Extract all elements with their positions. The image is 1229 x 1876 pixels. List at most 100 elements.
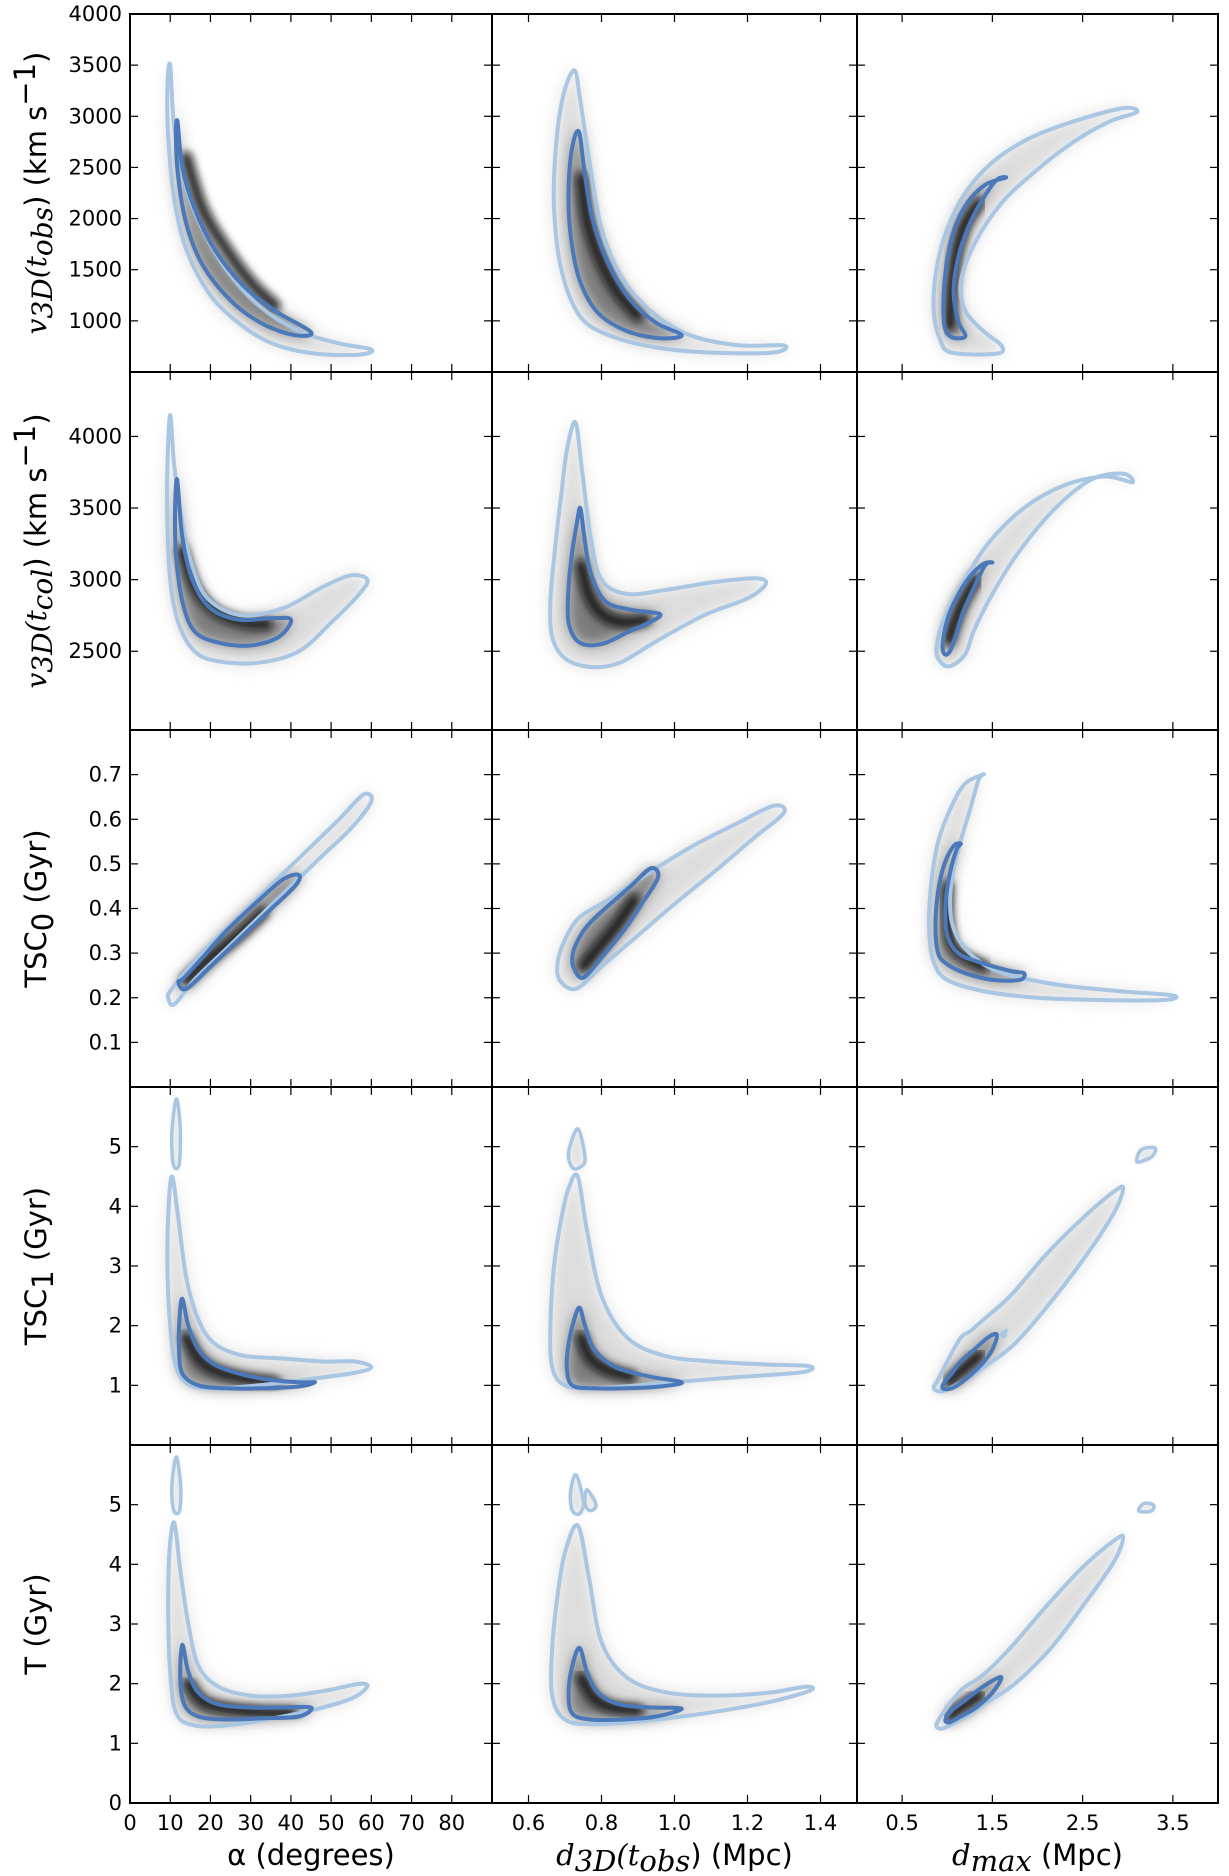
outer-contour	[927, 772, 1179, 1003]
y-tick-label: 1	[109, 1731, 122, 1755]
x-tick-label: 20	[197, 1811, 224, 1835]
panel-T-vs-alpha	[166, 1455, 370, 1729]
x-tick-label: 50	[318, 1811, 345, 1835]
density-core	[577, 893, 641, 973]
outer-contour-island	[169, 1455, 183, 1516]
x-tick-label: 0.6	[512, 1811, 545, 1835]
panel-tsc0-vs-dmax	[927, 772, 1179, 1003]
x-tick-label: 70	[398, 1811, 425, 1835]
y-tick-label: 0.6	[89, 807, 122, 831]
outer-contour	[931, 105, 1140, 357]
panel-frame	[856, 1444, 1219, 1804]
density-core	[575, 171, 644, 322]
outer-contour	[934, 471, 1136, 669]
outer-contour	[555, 803, 787, 992]
x-tick-label: 2.5	[1066, 1811, 1099, 1835]
outer-contour-island	[568, 1473, 586, 1517]
inner-contour	[176, 1296, 317, 1391]
y-axis-label-tsc0: TSC0 (Gyr)	[19, 829, 60, 988]
y-tick-label: 5	[109, 1135, 122, 1159]
panel-frame	[491, 1086, 858, 1446]
x-tick-label: 60	[358, 1811, 385, 1835]
density-outer	[167, 415, 368, 664]
inner-contour	[178, 1642, 314, 1722]
density-core	[943, 573, 983, 646]
panel-frame	[856, 371, 1219, 731]
panel-tsc1-vs-alpha	[165, 1097, 374, 1391]
panel-v3d_col-vs-alpha	[165, 413, 370, 666]
y-tick-label: 0	[109, 1791, 122, 1815]
y-tick-label: 0.7	[89, 763, 122, 787]
y-tick-label: 0.5	[89, 852, 122, 876]
panel-frame	[491, 371, 858, 731]
panel-frame	[856, 729, 1219, 1088]
inner-contour	[940, 560, 995, 657]
x-tick-label: 1.2	[731, 1811, 764, 1835]
x-tick-label: 80	[438, 1811, 465, 1835]
density-core	[943, 1349, 985, 1389]
density-core	[180, 1331, 281, 1389]
y-tick-label: 2	[109, 1314, 122, 1338]
outer-contour-island	[1136, 1501, 1156, 1514]
outer-contour	[548, 1172, 815, 1391]
inner-contour	[943, 1675, 1004, 1725]
density-outer	[929, 774, 1177, 1001]
y-tick-label: 0.3	[89, 941, 122, 965]
panel-tsc0-vs-alpha	[165, 791, 374, 1008]
panel-tsc1-vs-d3d	[548, 1127, 815, 1391]
panel-T-vs-dmax	[934, 1501, 1156, 1731]
inner-contour	[570, 866, 661, 980]
y-tick-label: 3000	[69, 104, 122, 128]
y-tick-label: 1000	[69, 309, 122, 333]
y-tick-label: 1	[109, 1373, 122, 1397]
y-tick-label: 2500	[69, 639, 122, 663]
y-tick-label: 4	[109, 1194, 122, 1218]
x-tick-label: 0.8	[585, 1811, 618, 1835]
inner-contour	[173, 118, 314, 338]
y-axis-label-v3d_obs: v3D(tobs) (km s−1)	[8, 52, 59, 335]
density-outer	[936, 1535, 1124, 1729]
outer-contour	[166, 1520, 370, 1729]
y-tick-label: 4000	[69, 424, 122, 448]
density-core	[575, 1331, 637, 1383]
panel-tsc0-vs-d3d	[555, 803, 787, 992]
inner-contour	[566, 1645, 684, 1723]
inner-contour	[933, 841, 1027, 983]
inner-contour	[564, 1305, 684, 1391]
density-core	[944, 1689, 985, 1723]
y-tick-label: 2000	[69, 207, 122, 231]
panel-frame	[856, 13, 1219, 373]
panel-frame	[491, 1444, 858, 1804]
density-core	[180, 151, 281, 312]
inner-contour	[940, 1331, 999, 1392]
outer-contour-island	[566, 1127, 587, 1171]
outer-contour	[165, 413, 370, 666]
inner-contour	[565, 505, 663, 648]
density-core	[575, 559, 652, 629]
outer-contour	[551, 68, 789, 356]
y-tick-label: 0.2	[89, 986, 122, 1010]
x-tick-label: 1.4	[804, 1811, 837, 1835]
y-tick-label: 2500	[69, 155, 122, 179]
panel-tsc1-vs-dmax	[931, 1145, 1158, 1394]
inner-contour	[172, 477, 294, 648]
x-tick-label: 0.5	[885, 1811, 918, 1835]
outer-contour-island	[169, 1097, 183, 1171]
y-tick-label: 0.4	[89, 897, 122, 921]
inner-contour	[941, 175, 1009, 341]
x-axis-label-alpha: α (degrees)	[227, 1838, 395, 1872]
outer-contour	[165, 1174, 374, 1391]
outer-contour	[934, 1533, 1126, 1731]
y-tick-label: 3500	[69, 496, 122, 520]
y-tick-label: 0.1	[89, 1030, 122, 1054]
density-inner	[175, 120, 312, 336]
y-axis-label-v3d_col: v3D(tcol) (km s−1)	[8, 413, 59, 688]
density-island	[584, 1489, 597, 1511]
x-axis-label-d3d: d3D(tobs) (Mpc)	[556, 1838, 793, 1876]
panel-v3d_obs-vs-dmax	[931, 105, 1140, 357]
panel-v3d_col-vs-d3d	[548, 420, 769, 670]
panel-frame	[491, 729, 858, 1088]
y-tick-label: 1500	[69, 258, 122, 282]
